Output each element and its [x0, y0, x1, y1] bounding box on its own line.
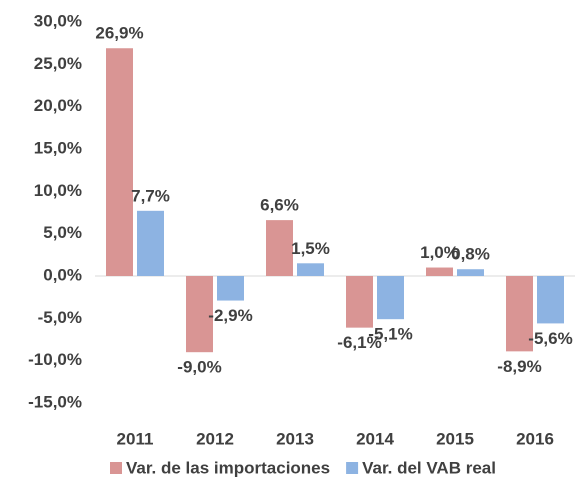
x-tick-label: 2011 [117, 429, 154, 448]
y-tick-label: 20,0% [34, 96, 82, 115]
data-label: -5,6% [528, 329, 572, 348]
y-tick-label: -10,0% [28, 350, 82, 369]
data-label: -6,1% [337, 333, 381, 352]
bar [137, 210, 164, 276]
bar [537, 276, 564, 324]
bar [506, 276, 533, 352]
y-tick-label: 0,0% [43, 265, 82, 284]
data-label: 7,7% [131, 186, 170, 205]
data-label: 0,8% [451, 245, 490, 264]
y-tick-label: 5,0% [43, 223, 82, 242]
bar [186, 276, 213, 353]
legend-swatch [346, 462, 359, 474]
bar [377, 276, 404, 320]
data-label: 6,6% [260, 196, 299, 215]
legend-swatch [110, 462, 122, 474]
y-tick-label: -15,0% [28, 392, 82, 411]
data-label: -9,0% [177, 358, 221, 377]
data-label: 1,5% [291, 239, 330, 258]
x-tick-label: 2015 [436, 429, 474, 448]
x-tick-label: 2012 [196, 429, 234, 448]
y-tick-label: -5,0% [38, 308, 82, 327]
bar [426, 267, 453, 276]
y-tick-label: 10,0% [34, 181, 82, 200]
legend-label: Var. de las importaciones [126, 458, 330, 477]
x-tick-label: 2013 [276, 429, 314, 448]
data-label: -2,9% [208, 306, 252, 325]
data-label: -8,9% [497, 357, 541, 376]
y-tick-label: 25,0% [34, 54, 82, 73]
data-label: 1,0% [420, 243, 459, 262]
bar [457, 269, 484, 276]
x-tick-label: 2016 [516, 429, 554, 448]
legend-label: Var. del VAB real [362, 458, 496, 477]
bar [266, 220, 293, 276]
bar [297, 263, 324, 276]
data-label: 26,9% [95, 24, 143, 43]
y-tick-label: 30,0% [34, 11, 82, 30]
data-label: -5,1% [368, 325, 412, 344]
bar [346, 276, 373, 328]
y-tick-label: 15,0% [34, 138, 82, 157]
x-tick-label: 2014 [356, 429, 394, 448]
bar [217, 276, 244, 301]
bar [106, 48, 133, 276]
